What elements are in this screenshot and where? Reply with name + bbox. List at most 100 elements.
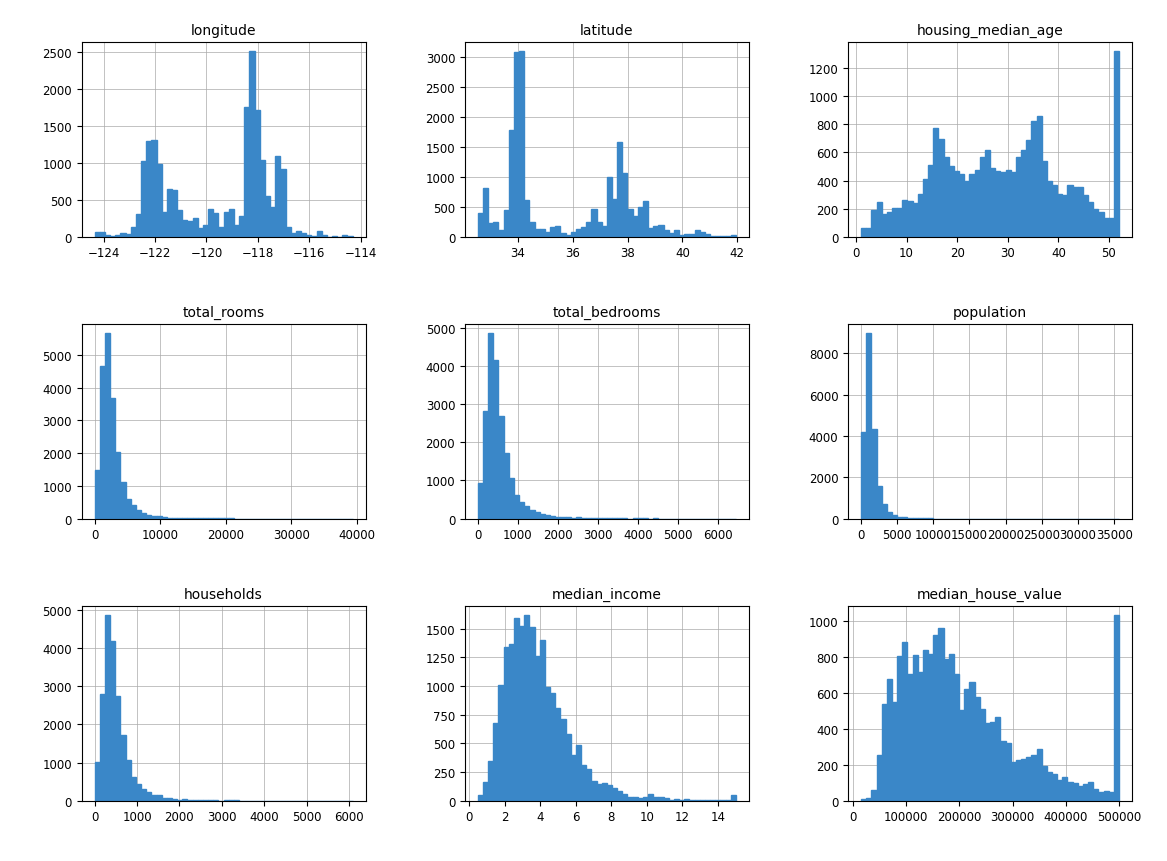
Bar [477, 795, 483, 801]
Bar [705, 800, 710, 801]
Title: total_bedrooms: total_bedrooms [553, 306, 661, 319]
Bar [1032, 122, 1036, 238]
Bar [120, 482, 126, 519]
Bar [902, 517, 908, 519]
Bar [498, 416, 504, 519]
Bar [182, 800, 188, 801]
Bar [700, 800, 705, 801]
Bar [974, 170, 980, 238]
Bar [545, 516, 550, 519]
Bar [172, 190, 177, 238]
Bar [188, 222, 193, 238]
Bar [990, 169, 995, 238]
Bar [1051, 774, 1057, 801]
Bar [152, 517, 156, 519]
Bar [1042, 766, 1047, 801]
Bar [985, 723, 990, 801]
Title: median_house_value: median_house_value [917, 587, 1063, 601]
Bar [731, 236, 736, 238]
Bar [633, 797, 638, 801]
Bar [866, 798, 872, 801]
Bar [897, 656, 902, 801]
Bar [483, 782, 488, 801]
Title: total_rooms: total_rooms [182, 306, 265, 319]
Bar [1042, 162, 1047, 238]
Bar [146, 792, 152, 801]
Bar [483, 189, 488, 238]
Bar [1026, 757, 1032, 801]
Bar [530, 510, 534, 519]
Bar [638, 208, 643, 238]
Bar [1062, 777, 1068, 801]
Bar [964, 690, 970, 801]
Bar [617, 143, 622, 238]
Bar [1062, 195, 1068, 238]
Bar [95, 470, 99, 519]
Bar [679, 235, 684, 238]
Bar [519, 626, 524, 801]
Bar [934, 129, 938, 238]
Bar [575, 746, 581, 801]
Bar [1057, 195, 1062, 238]
Bar [555, 226, 560, 238]
Bar [513, 53, 519, 238]
Bar [684, 799, 690, 801]
Bar [654, 796, 658, 801]
Bar [664, 797, 669, 801]
Bar [1093, 789, 1098, 801]
Bar [566, 517, 571, 519]
Bar [607, 785, 612, 801]
Bar [575, 230, 581, 238]
Bar [581, 518, 586, 519]
Bar [524, 201, 530, 238]
Bar [286, 228, 291, 238]
Bar [726, 236, 731, 238]
Bar [540, 230, 545, 238]
Bar [648, 794, 654, 801]
Bar [944, 158, 949, 238]
Bar [182, 221, 188, 238]
Bar [861, 229, 866, 238]
Bar [342, 236, 348, 238]
Bar [260, 161, 265, 238]
Bar [555, 708, 560, 801]
Bar [658, 226, 664, 238]
Bar [953, 172, 959, 238]
Bar [628, 210, 633, 238]
Bar [126, 760, 131, 801]
Bar [560, 517, 566, 519]
Bar [917, 195, 923, 238]
Bar [545, 232, 550, 238]
Bar [592, 782, 596, 801]
Bar [684, 235, 690, 238]
Bar [664, 232, 669, 238]
Bar [494, 222, 498, 238]
Bar [488, 224, 494, 238]
Bar [494, 723, 498, 801]
Bar [275, 157, 280, 238]
Bar [1109, 219, 1114, 238]
Bar [229, 210, 233, 238]
Bar [498, 231, 504, 238]
Bar [146, 142, 152, 238]
Bar [897, 208, 902, 238]
Bar [555, 517, 560, 519]
Bar [545, 687, 550, 801]
Bar [519, 502, 524, 519]
Bar [1093, 209, 1098, 238]
Bar [861, 432, 866, 519]
Bar [131, 227, 135, 238]
Bar [1036, 116, 1042, 238]
Bar [193, 219, 198, 238]
Bar [1021, 152, 1026, 238]
Bar [607, 177, 612, 238]
Bar [135, 214, 141, 238]
Bar [1057, 780, 1062, 801]
Bar [120, 234, 126, 238]
Bar [110, 641, 116, 801]
Bar [296, 232, 301, 238]
Bar [316, 232, 322, 238]
Bar [974, 697, 980, 801]
Bar [540, 514, 545, 519]
Bar [116, 697, 120, 801]
